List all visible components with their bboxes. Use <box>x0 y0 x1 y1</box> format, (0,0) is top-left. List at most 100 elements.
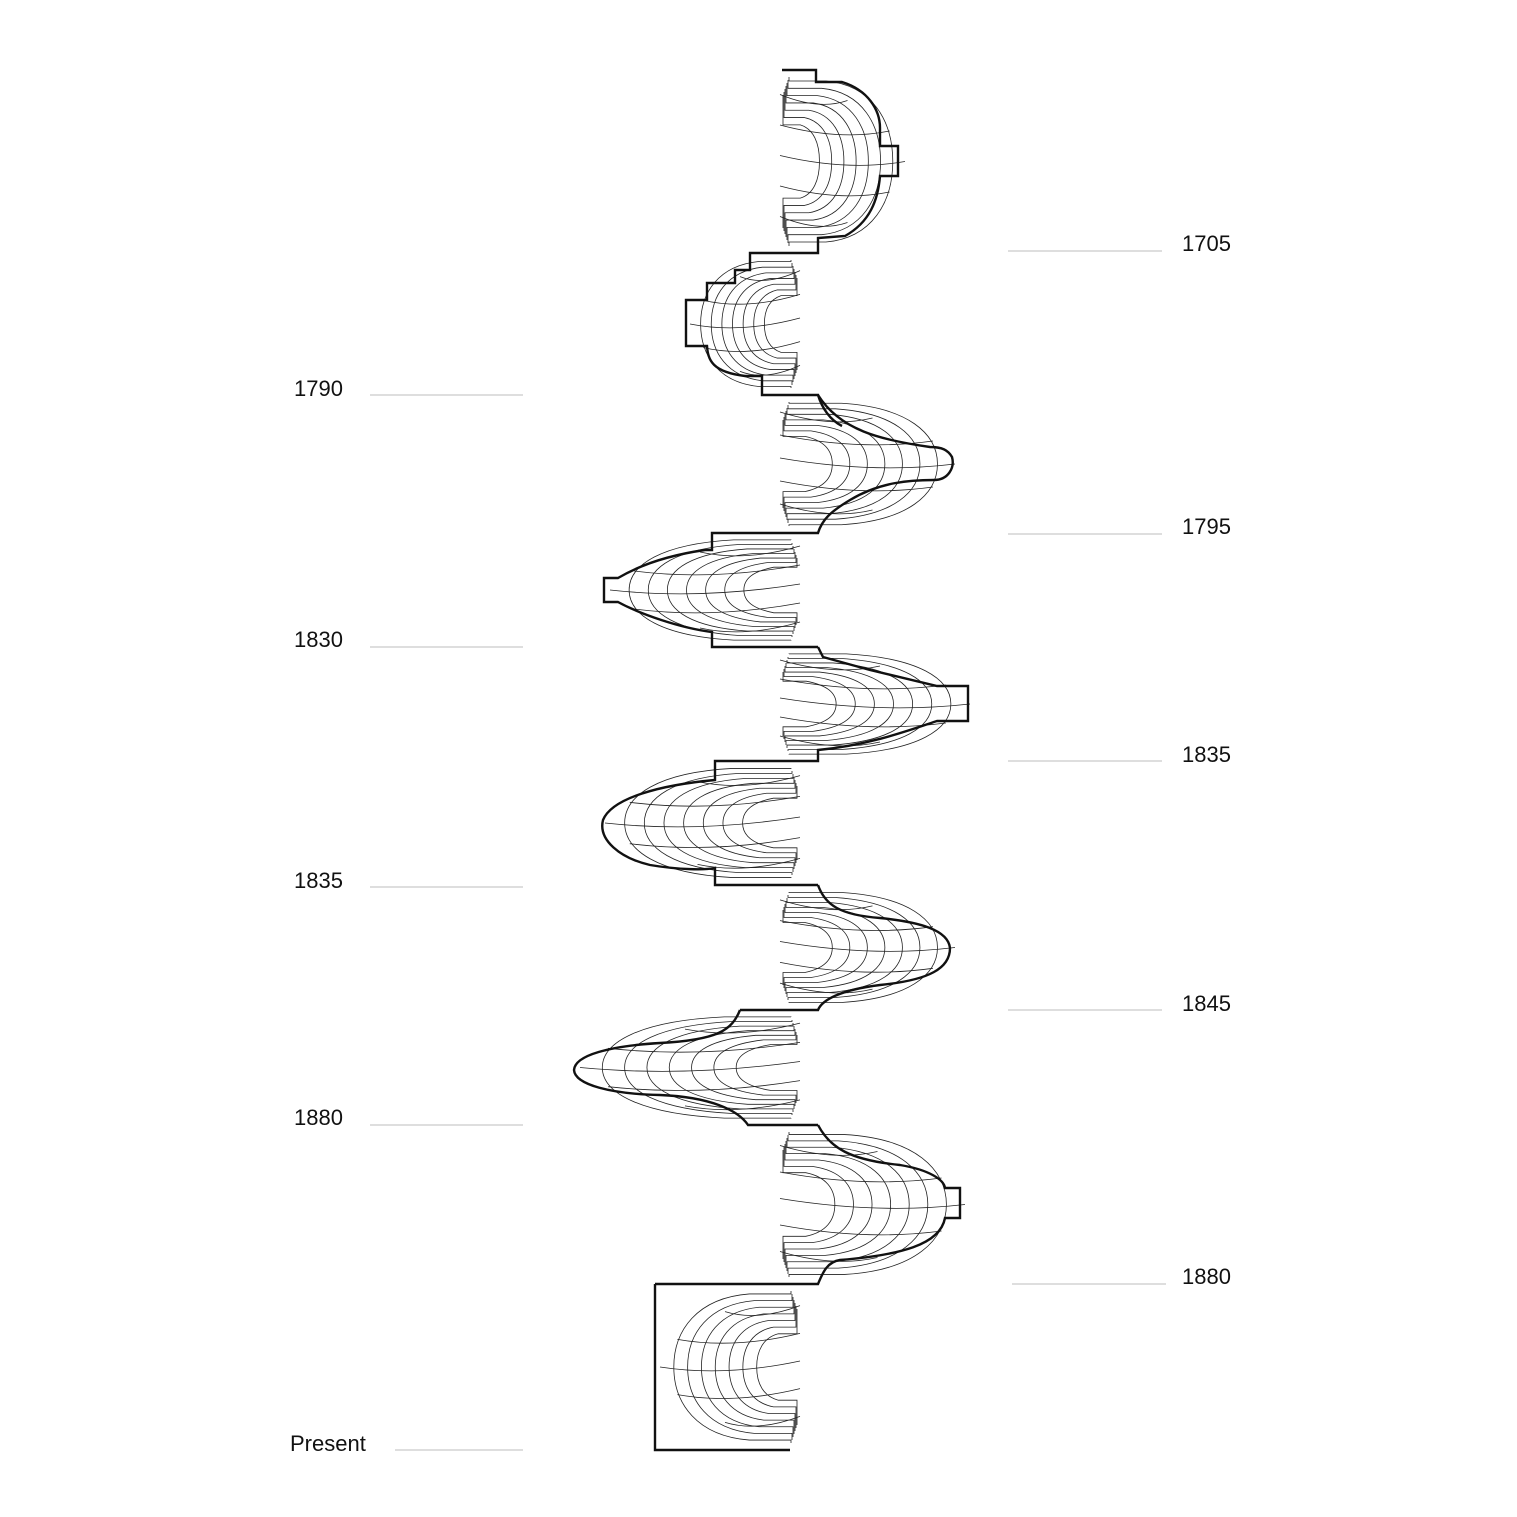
interpolation-line-9-3 <box>701 1297 794 1437</box>
interpolation-line-0-1 <box>788 77 894 246</box>
interpolation-line-2-3 <box>786 408 903 520</box>
interpolation-line-4-5 <box>784 666 875 742</box>
transverse-line-6-2 <box>779 920 933 931</box>
interpolation-line-7-5 <box>691 1029 796 1106</box>
interpolation-line-3-4 <box>686 549 795 631</box>
transverse-line-0-3 <box>779 155 906 166</box>
interpolation-line-4-4 <box>785 663 894 745</box>
transverse-line-3-5 <box>699 621 801 633</box>
transverse-line-1-5 <box>739 364 801 376</box>
interpolation-line-3-7 <box>743 558 798 622</box>
interpolation-line-3-5 <box>705 552 796 628</box>
interpolation-line-7-7 <box>735 1035 798 1100</box>
transverse-line-4-5 <box>779 735 881 747</box>
interpolation-line-8-5 <box>784 1144 873 1265</box>
profile-1835-left <box>601 759 818 887</box>
transverse-line-8-4 <box>779 1224 942 1236</box>
interpolation-line-9-6 <box>742 1306 797 1428</box>
year-label-left-1: 1790 <box>294 376 343 401</box>
transverse-line-6-4 <box>779 961 933 973</box>
transverse-line-7-3 <box>579 1061 801 1072</box>
transverse-line-3-2 <box>634 564 801 576</box>
interpolation-line-6-7 <box>782 910 833 985</box>
transverse-line-2-4 <box>779 480 933 492</box>
interpolation-line-1-2 <box>710 263 793 385</box>
interpolation-line-7-3 <box>646 1023 794 1112</box>
interpolation-line-0-6 <box>783 92 833 231</box>
year-label-right-5: 1880 <box>1182 1264 1231 1289</box>
transverse-line-9-3 <box>659 1360 801 1372</box>
interpolation-line-7-2 <box>624 1020 793 1115</box>
transverse-line-8-2 <box>779 1171 942 1183</box>
year-label-right-4: 1845 <box>1182 991 1231 1016</box>
interpolation-line-8-6 <box>783 1147 854 1262</box>
transverse-line-6-5 <box>779 982 873 994</box>
interpolation-line-6-6 <box>783 907 851 988</box>
morph-interpolation-mesh <box>579 77 971 1443</box>
interpolation-line-2-6 <box>783 417 851 511</box>
transverse-line-7-1 <box>684 1022 801 1034</box>
interpolation-line-9-1 <box>673 1291 792 1443</box>
key-profiles <box>572 68 970 1452</box>
transverse-line-2-3 <box>779 457 956 469</box>
interpolation-line-8-4 <box>785 1141 892 1268</box>
transverse-line-2-2 <box>779 434 933 446</box>
transverse-line-8-3 <box>779 1198 966 1209</box>
interpolation-line-3-6 <box>724 555 797 625</box>
interpolation-line-8-7 <box>782 1150 836 1259</box>
transverse-line-6-1 <box>779 899 873 911</box>
profile-1795 <box>740 394 954 535</box>
transverse-line-1-4 <box>703 341 801 352</box>
transverse-line-8-5 <box>779 1251 878 1262</box>
year-label-right-2: 1795 <box>1182 514 1231 539</box>
transverse-line-9-2 <box>677 1332 801 1344</box>
interpolation-line-6-5 <box>784 904 868 991</box>
profile-1705 <box>782 68 900 255</box>
left-leader-lines <box>370 394 523 1451</box>
transverse-line-1-1 <box>739 270 801 281</box>
interpolation-line-6-1 <box>788 892 938 1003</box>
year-label-right-1: 1705 <box>1182 231 1231 256</box>
interpolation-line-2-4 <box>785 411 886 517</box>
interpolation-line-0-4 <box>785 86 857 237</box>
transverse-line-4-1 <box>779 659 881 671</box>
transverse-line-8-1 <box>779 1145 878 1156</box>
profile-1830 <box>602 531 818 649</box>
interpolation-line-6-2 <box>787 895 921 1000</box>
transverse-line-3-3 <box>609 583 801 595</box>
transverse-line-5-1 <box>697 775 801 786</box>
profile-1880-right <box>655 1124 962 1286</box>
interpolation-line-1-3 <box>721 266 794 382</box>
transverse-line-9-1 <box>724 1305 801 1316</box>
transverse-line-2-1 <box>779 411 873 423</box>
transverse-line-4-2 <box>779 678 946 690</box>
interpolation-line-8-1 <box>788 1132 947 1277</box>
transverse-line-3-1 <box>699 545 801 557</box>
profile-1880-left <box>572 1009 818 1127</box>
interpolation-line-4-1 <box>788 653 952 755</box>
interpolation-line-5-4 <box>683 777 795 869</box>
interpolation-line-5-3 <box>663 774 794 872</box>
transverse-line-5-2 <box>629 795 801 807</box>
transverse-line-5-4 <box>629 837 801 848</box>
interpolation-line-9-5 <box>728 1303 796 1431</box>
interpolation-line-4-7 <box>782 672 837 736</box>
interpolation-line-0-7 <box>782 95 820 228</box>
transverse-line-3-4 <box>634 602 801 614</box>
interpolation-line-5-6 <box>722 783 797 863</box>
interpolation-line-7-4 <box>668 1026 795 1109</box>
interpolation-line-1-1 <box>700 260 792 388</box>
transverse-line-7-5 <box>684 1099 801 1111</box>
interpolation-line-4-6 <box>783 669 856 739</box>
interpolation-line-8-2 <box>787 1135 929 1274</box>
year-label-left-2: 1830 <box>294 627 343 652</box>
transverse-line-9-4 <box>677 1388 801 1399</box>
interpolation-line-7-6 <box>713 1032 797 1103</box>
interpolation-line-7-1 <box>601 1016 792 1119</box>
year-label-left-4: 1880 <box>294 1105 343 1130</box>
interpolation-line-5-5 <box>702 780 796 866</box>
year-label-left-5: Present <box>290 1431 366 1456</box>
interpolation-line-9-2 <box>687 1294 793 1440</box>
interpolation-line-1-7 <box>763 278 798 370</box>
transverse-line-4-3 <box>779 697 971 709</box>
